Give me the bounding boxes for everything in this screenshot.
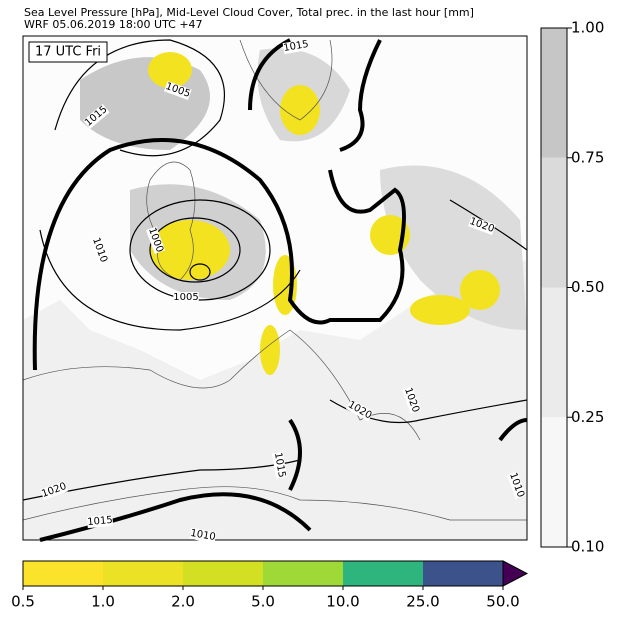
isobar-label-bg: [40, 480, 69, 500]
cloud-colorbar: 0.10 0.25 0.50 0.75 1.00: [540, 19, 604, 556]
isobar-label-bg: [90, 236, 110, 265]
isobar-bold: [32, 38, 528, 542]
isobar-label-bg: [83, 103, 110, 129]
colorbar-segment: [541, 287, 567, 418]
isobar-label-bg: [402, 386, 422, 415]
isobar-label-bg: [345, 399, 374, 422]
colorbar-segment: [343, 561, 423, 586]
tick-label: 10.0: [326, 593, 359, 611]
title-line: Sea Level Pressure [hPa], Mid-Level Clou…: [24, 6, 474, 19]
tick-label: 2.0: [171, 593, 195, 611]
colorbar-segment: [263, 561, 343, 586]
colorbar-segment: [541, 28, 567, 158]
isobar-label-bg: [467, 215, 496, 235]
colorbar-segment: [541, 417, 567, 547]
tick-label: 1.00: [571, 19, 604, 37]
colorbar-extension: [502, 560, 529, 587]
colorbar-segment: [23, 561, 103, 586]
isobar-label-bg: [163, 80, 192, 100]
time-label: 17 UTC Fri: [35, 45, 101, 60]
colorbar-segment: [103, 561, 183, 586]
map-frame: [22, 35, 528, 541]
tick-label: 1.0: [91, 593, 115, 611]
tick-label: 0.50: [571, 278, 604, 296]
isobar-label-bg: [282, 38, 310, 55]
cloud-area: [23, 260, 527, 540]
tick-label: 25.0: [406, 593, 439, 611]
isobar-label: 1015: [87, 515, 113, 528]
tick-label: 0.25: [571, 408, 604, 426]
tick-label: 0.75: [571, 148, 604, 166]
isobar-label-bg: [507, 471, 527, 500]
tick-label: 5.0: [251, 593, 275, 611]
isobar-label: 1015: [272, 452, 287, 479]
isobar-label: 1015: [283, 39, 310, 54]
tick-label: 0.5: [11, 593, 35, 611]
time-box: [28, 41, 108, 63]
isobar-label: 1010: [189, 528, 216, 543]
isobar-label-bg: [86, 514, 114, 529]
coastline: [22, 39, 527, 521]
precip-area: [148, 52, 500, 375]
colorbar-segment: [541, 157, 567, 288]
isobar-label-bg: [146, 226, 166, 255]
colorbar-segment: [183, 561, 263, 586]
isobar-label: 1005: [173, 292, 198, 303]
tick-label: 50.0: [486, 593, 519, 611]
colorbar-segment: [423, 561, 503, 586]
isobar-label-bg: [271, 451, 288, 479]
isobar-label-bg: [173, 292, 199, 303]
title-line: WRF 05.06.2019 18:00 UTC +47: [24, 18, 203, 31]
precip-colorbar: 0.5 1.0 2.0 5.0 10.0 25.0 50.0: [11, 560, 529, 611]
isobar-label-bg: [189, 527, 217, 544]
tick-label: 0.10: [571, 538, 604, 556]
